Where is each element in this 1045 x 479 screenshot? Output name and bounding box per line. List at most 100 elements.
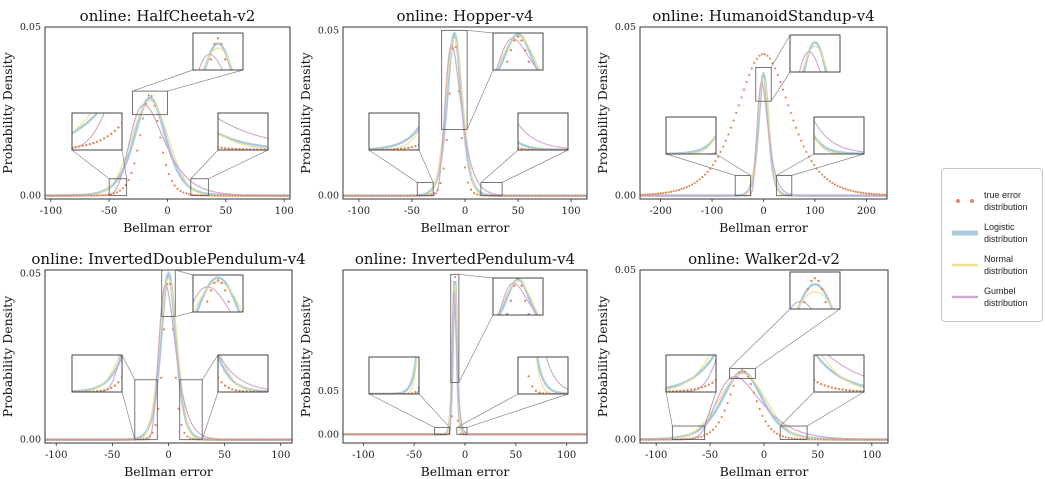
true-error-point xyxy=(107,438,111,441)
logistic-curve xyxy=(535,357,568,394)
inset-frame xyxy=(217,112,269,151)
true-error-point xyxy=(527,375,530,378)
true-error-point xyxy=(571,433,574,436)
true-error-point xyxy=(93,438,96,441)
zoom-connector-line xyxy=(665,153,736,176)
true-error-point xyxy=(206,300,209,303)
true-error-point xyxy=(72,438,76,441)
true-error-point xyxy=(558,194,561,197)
true-error-point xyxy=(220,281,223,285)
true-error-point xyxy=(168,282,172,286)
true-error-point xyxy=(92,194,96,197)
true-error-point xyxy=(75,194,78,197)
true-error-point xyxy=(413,433,416,436)
inset-background xyxy=(790,35,840,72)
true-error-point xyxy=(758,54,761,57)
true-error-point xyxy=(883,193,886,196)
true-error-point xyxy=(101,194,104,197)
true-error-point xyxy=(353,433,356,436)
true-error-point xyxy=(148,435,151,438)
true-error-point xyxy=(557,433,560,436)
x-tick-label: 100 xyxy=(862,450,881,461)
true-error-point xyxy=(99,139,102,142)
x-axis-label: Bellman error xyxy=(720,464,809,479)
true-error-point xyxy=(468,433,471,436)
true-error-point xyxy=(77,145,81,148)
true-error-point xyxy=(213,281,216,285)
true-error-point xyxy=(102,438,105,441)
true-error-point xyxy=(213,42,216,46)
true-error-point xyxy=(124,183,127,187)
true-error-point xyxy=(216,279,220,282)
true-error-point xyxy=(573,194,576,197)
true-error-point xyxy=(857,191,860,194)
true-error-point xyxy=(110,193,113,196)
true-error-point xyxy=(384,194,387,197)
true-error-point xyxy=(716,155,720,158)
true-error-point xyxy=(696,180,699,183)
x-axis-label: Bellman error xyxy=(421,464,510,479)
true-error-point xyxy=(488,433,491,436)
y-tick-label: 0.05 xyxy=(318,386,339,397)
zoom-connector-line xyxy=(190,149,219,180)
true-error-point xyxy=(378,194,381,197)
true-error-point xyxy=(231,314,233,316)
true-error-point xyxy=(554,433,557,436)
true-error-point xyxy=(499,433,502,436)
true-error-point xyxy=(225,194,228,197)
true-error-point xyxy=(113,129,117,133)
true-error-point xyxy=(473,191,476,195)
true-error-point xyxy=(512,194,515,197)
true-error-point xyxy=(344,194,348,197)
normal-curve xyxy=(666,355,711,391)
true-error-point xyxy=(171,328,174,331)
true-error-point xyxy=(144,102,147,105)
true-error-point xyxy=(186,435,189,438)
true-error-point xyxy=(350,433,353,436)
true-error-point xyxy=(223,384,227,387)
true-error-point xyxy=(574,433,577,436)
true-error-point xyxy=(714,425,717,428)
true-error-point xyxy=(121,187,124,190)
true-error-point xyxy=(555,194,558,197)
curves-group xyxy=(640,53,887,197)
normal-curve xyxy=(801,45,829,72)
gumbel-curve xyxy=(495,37,539,70)
logistic-curve xyxy=(72,355,122,392)
true-error-point xyxy=(410,433,413,436)
true-error-point xyxy=(857,438,860,441)
zoom-region-box xyxy=(132,90,168,116)
true-error-point xyxy=(745,80,748,84)
true-error-point xyxy=(396,194,399,197)
true-error-point xyxy=(52,194,55,197)
true-error-point xyxy=(767,424,770,427)
true-error-point xyxy=(508,433,511,436)
true-error-point xyxy=(516,35,520,38)
true-error-point xyxy=(723,409,726,412)
legend-item-true-error: true error distribution xyxy=(948,187,1040,217)
true-error-point xyxy=(810,279,813,283)
true-error-point xyxy=(357,194,360,197)
chart-panel-3: online: HumanoidStandup-v4 Bellman error P… xyxy=(595,1,888,235)
x-axis-label: Bellman error xyxy=(421,220,510,235)
inset-background xyxy=(369,113,419,150)
true-error-point xyxy=(764,420,767,423)
true-error-point xyxy=(651,192,655,196)
true-error-point xyxy=(271,194,274,197)
true-error-point xyxy=(561,194,564,197)
true-error-point xyxy=(774,67,777,70)
zoom-region-box xyxy=(729,367,756,379)
true-error-point xyxy=(743,370,747,373)
x-tick-label: 0 xyxy=(462,206,468,217)
true-error-point xyxy=(703,173,707,176)
true-error-point xyxy=(379,433,382,436)
true-error-point xyxy=(448,92,451,95)
true-error-point xyxy=(496,433,500,436)
curves-group xyxy=(218,117,268,150)
true-error-point xyxy=(859,1,861,3)
true-error-point xyxy=(277,194,280,197)
true-error-point xyxy=(118,189,122,192)
x-tick-label: -100 xyxy=(40,206,62,217)
true-error-point xyxy=(90,438,93,441)
true-error-point xyxy=(167,173,171,176)
